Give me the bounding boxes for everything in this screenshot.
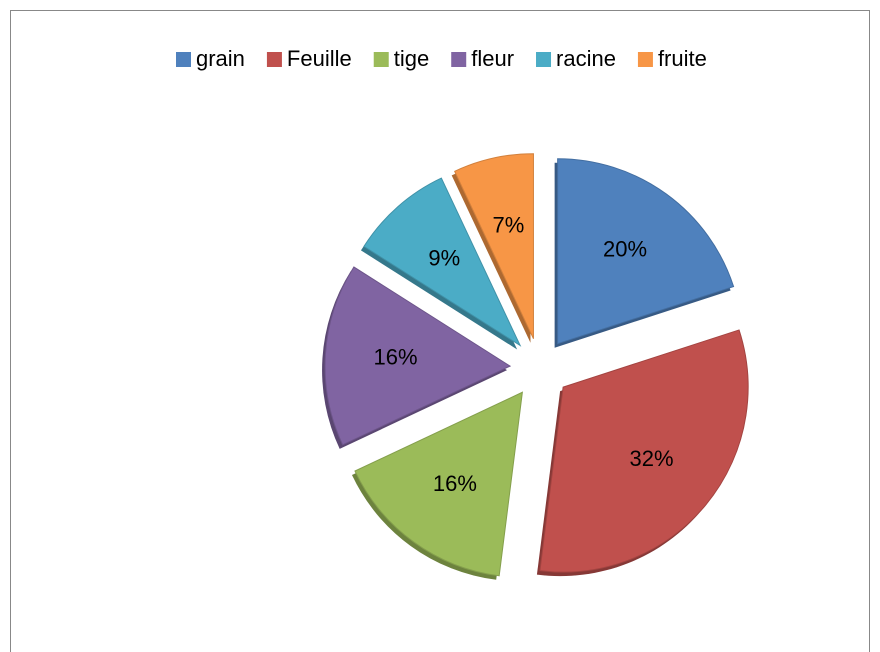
legend-label: Feuille bbox=[287, 46, 352, 71]
legend-label: tige bbox=[394, 46, 429, 71]
slice bbox=[557, 158, 735, 345]
legend-label: racine bbox=[556, 46, 616, 71]
data-label: 9% bbox=[428, 245, 460, 270]
slice bbox=[539, 329, 749, 573]
data-label: 20% bbox=[603, 237, 647, 262]
legend-label: fruite bbox=[658, 46, 707, 71]
legend-swatch bbox=[373, 52, 389, 67]
legend-swatch bbox=[637, 52, 653, 67]
slice bbox=[324, 266, 512, 446]
slice bbox=[363, 177, 522, 347]
legend-label: fleur bbox=[471, 46, 514, 71]
legend-swatch bbox=[176, 52, 191, 67]
legend-swatch bbox=[536, 52, 552, 67]
legend-swatch bbox=[266, 52, 282, 67]
slice bbox=[354, 391, 523, 577]
data-label: 16% bbox=[374, 345, 418, 370]
legend-swatch bbox=[451, 52, 467, 67]
data-label: 32% bbox=[629, 446, 673, 471]
slice bbox=[454, 153, 534, 339]
data-label: 16% bbox=[433, 471, 477, 496]
legend-label: grain bbox=[196, 46, 245, 71]
data-label: 7% bbox=[493, 213, 525, 238]
